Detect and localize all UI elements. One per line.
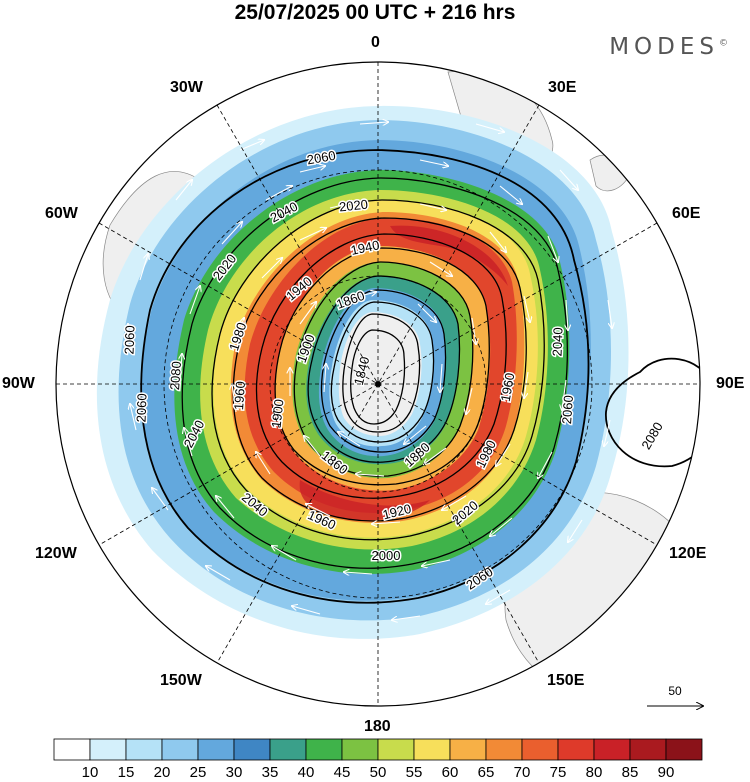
colorbar-tick-label: 65 (477, 764, 495, 781)
contour-label: 2000 (372, 548, 401, 563)
pole-dot (375, 381, 381, 387)
colorbar-swatch (125, 738, 163, 761)
colorbar-tick-label: 80 (585, 764, 603, 781)
height-contours (140, 149, 700, 604)
colorbar-tick-label: 40 (297, 764, 315, 781)
lon-label-30e: 30E (548, 79, 577, 96)
lon-label-90e: 90E (716, 375, 745, 392)
lon-label-60w: 60W (45, 205, 78, 222)
contour-1840 (350, 329, 406, 425)
lon-label-0: 0 (371, 34, 380, 51)
colorbar-tick-label: 25 (189, 764, 207, 781)
contour-label: 2080 (167, 361, 184, 391)
brand-logo: MODES© (609, 34, 728, 60)
reference-vector-label: 50 (668, 684, 682, 698)
contour-2040 (181, 177, 568, 569)
wind-vectors (128, 122, 612, 620)
contour-label: 2060 (306, 148, 337, 168)
jet-streak-north (390, 225, 508, 286)
colorbar-tick-label: 10 (81, 764, 99, 781)
contour-label: 1960 (231, 381, 248, 411)
colorbar-tick-label: 75 (549, 764, 567, 781)
contour-label: 2080 (638, 419, 665, 452)
colorbar-tick-label: 30 (225, 764, 243, 781)
colorbar-swatch (485, 738, 523, 761)
colorbar-tick-label: 60 (441, 764, 459, 781)
colorbar-swatch (413, 738, 451, 761)
colorbar-tick-label: 15 (117, 764, 135, 781)
colorbar-swatch (629, 738, 667, 761)
lon-label-150w: 150W (160, 672, 202, 689)
colorbar-swatch (233, 738, 271, 761)
contour-1860 (342, 313, 421, 433)
lon-label-30w: 30W (170, 79, 203, 96)
colorbar-tick-label: 85 (621, 764, 639, 781)
colorbar-swatch (53, 738, 91, 761)
contour-label: 2040 (550, 327, 566, 356)
map-title: 25/07/2025 00 UTC + 216 hrs (234, 1, 516, 24)
colorbar-tick-label: 20 (153, 764, 171, 781)
contour-label: 1960 (498, 372, 518, 403)
colorbar (53, 738, 703, 761)
colorbar-tick-label: 70 (513, 764, 531, 781)
jet-streak-south (299, 480, 430, 521)
lon-label-60e: 60E (672, 205, 701, 222)
colorbar-tick-label: 50 (369, 764, 387, 781)
lon-label-120w: 120W (35, 545, 77, 562)
colorbar-tick-label: 45 (333, 764, 351, 781)
contour-label: 2060 (122, 325, 138, 354)
contour-1940 (293, 261, 474, 477)
contour-2060 (140, 149, 590, 604)
contour-2000 (232, 217, 527, 522)
map-boundary (55, 61, 701, 707)
contour-label: 2060 (559, 395, 576, 425)
colorbar-swatch (521, 738, 559, 761)
contour-2020 (211, 199, 545, 541)
colorbar-tick-label: 90 (657, 764, 675, 781)
contour-1900 (320, 289, 447, 453)
contour-1960 (274, 247, 490, 486)
colorbar-swatch (557, 738, 595, 761)
lon-label-150e: 150E (547, 672, 585, 689)
colorbar-swatch (89, 738, 127, 761)
lon-label-180: 180 (364, 718, 391, 735)
contour-1880 (330, 301, 435, 443)
colorbar-swatch (197, 738, 235, 761)
contour-2080 (605, 357, 700, 468)
colorbar-swatch (161, 738, 199, 761)
colorbar-swatch (377, 738, 415, 761)
colorbar-swatch (305, 738, 343, 761)
lon-label-120e: 120E (669, 545, 707, 562)
contour-label: 2020 (338, 197, 368, 215)
contour-label: 2060 (134, 393, 150, 422)
colorbar-swatch (665, 738, 703, 761)
colorbar-tick-label: 55 (405, 764, 423, 781)
colorbar-tick-label: 35 (261, 764, 279, 781)
colorbar-swatch (593, 738, 631, 761)
lon-label-90w: 90W (2, 375, 35, 392)
colorbar-swatch (449, 738, 487, 761)
colorbar-swatch (341, 738, 379, 761)
contour-1980 (255, 233, 507, 499)
colorbar-swatch (269, 738, 307, 761)
contour-1920 (307, 275, 461, 463)
